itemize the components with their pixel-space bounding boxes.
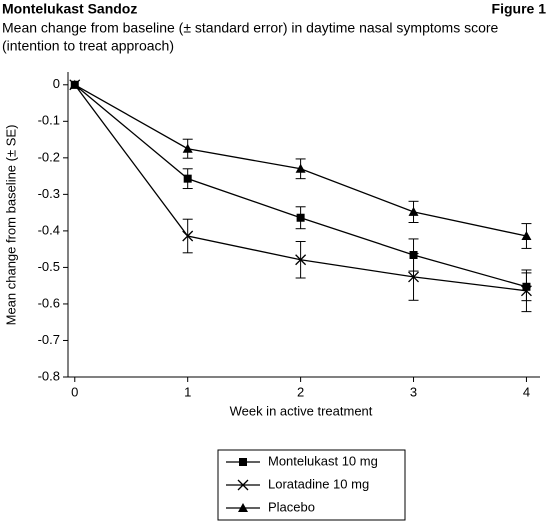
x-axis-label: Week in active treatment — [230, 403, 373, 418]
marker — [69, 79, 80, 89]
y-axis-label: Mean change from baseline (± SE) — [3, 125, 18, 326]
marker — [182, 230, 194, 242]
legend-label: Montelukast 10 mg — [268, 453, 378, 468]
marker — [295, 254, 307, 266]
marker — [182, 143, 193, 153]
marker — [238, 503, 248, 512]
figure-label: Figure 1 — [492, 1, 547, 17]
subtitle: Mean change from baseline (± standard er… — [2, 20, 499, 36]
x-tick-label: 2 — [297, 384, 304, 399]
y-tick-label: -0.7 — [38, 332, 60, 347]
marker — [521, 231, 532, 241]
marker — [296, 213, 305, 222]
y-tick-label: -0.5 — [38, 259, 60, 274]
x-tick-label: 3 — [410, 384, 417, 399]
y-tick-label: -0.6 — [38, 295, 60, 310]
marker — [237, 479, 249, 491]
legend-box — [217, 449, 406, 521]
marker — [520, 285, 532, 297]
y-tick-label: -0.1 — [38, 113, 60, 128]
chart-title: Montelukast Sandoz — [2, 1, 137, 17]
marker — [183, 174, 192, 183]
y-tick-label: -0.3 — [38, 186, 60, 201]
legend-label: Placebo — [268, 499, 315, 514]
subtitle: (intention to treat approach) — [2, 38, 174, 54]
y-tick-label: -0.8 — [38, 368, 60, 383]
marker — [408, 206, 419, 216]
marker — [408, 271, 419, 283]
y-tick-label: -0.4 — [38, 222, 60, 237]
x-tick-label: 0 — [71, 384, 78, 399]
marker — [239, 458, 247, 466]
y-tick-label: 0 — [53, 76, 60, 91]
x-tick-label: 4 — [523, 384, 530, 399]
y-tick-label: -0.2 — [38, 149, 60, 164]
marker — [295, 163, 306, 173]
legend-label: Loratadine 10 mg — [268, 476, 369, 491]
x-tick-label: 1 — [184, 384, 191, 399]
